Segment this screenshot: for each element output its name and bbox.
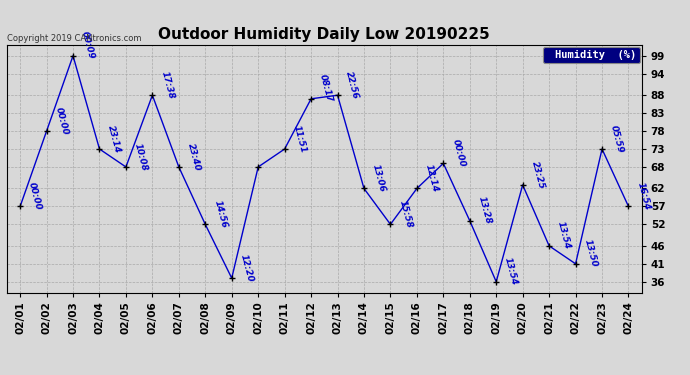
Text: Copyright 2019 CANtronics.com: Copyright 2019 CANtronics.com <box>7 33 141 42</box>
Text: 00:00: 00:00 <box>27 181 43 211</box>
Text: 17:38: 17:38 <box>159 70 175 100</box>
Text: 15:58: 15:58 <box>397 199 413 229</box>
Text: 23:25: 23:25 <box>530 160 546 190</box>
Text: 23:40: 23:40 <box>186 142 202 172</box>
Text: 13:06: 13:06 <box>371 163 387 193</box>
Text: 23:14: 23:14 <box>106 124 123 154</box>
Text: 12:20: 12:20 <box>239 253 255 283</box>
Legend: Humidity  (%): Humidity (%) <box>543 47 640 63</box>
Text: 16:54: 16:54 <box>635 181 651 211</box>
Text: 05:59: 05:59 <box>609 124 625 154</box>
Text: 00:09: 00:09 <box>80 30 96 60</box>
Text: 13:50: 13:50 <box>582 238 599 268</box>
Text: 14:56: 14:56 <box>213 199 228 229</box>
Title: Outdoor Humidity Daily Low 20190225: Outdoor Humidity Daily Low 20190225 <box>159 27 490 42</box>
Text: 00:00: 00:00 <box>54 106 70 136</box>
Text: 10:08: 10:08 <box>133 142 149 172</box>
Text: 00:00: 00:00 <box>451 138 466 168</box>
Text: 08:17: 08:17 <box>318 74 334 104</box>
Text: 11:51: 11:51 <box>292 124 308 154</box>
Text: 13:28: 13:28 <box>477 195 493 225</box>
Text: 13:54: 13:54 <box>503 256 520 286</box>
Text: 22:56: 22:56 <box>344 70 361 100</box>
Text: 13:54: 13:54 <box>556 220 572 251</box>
Text: 12:14: 12:14 <box>424 163 440 193</box>
